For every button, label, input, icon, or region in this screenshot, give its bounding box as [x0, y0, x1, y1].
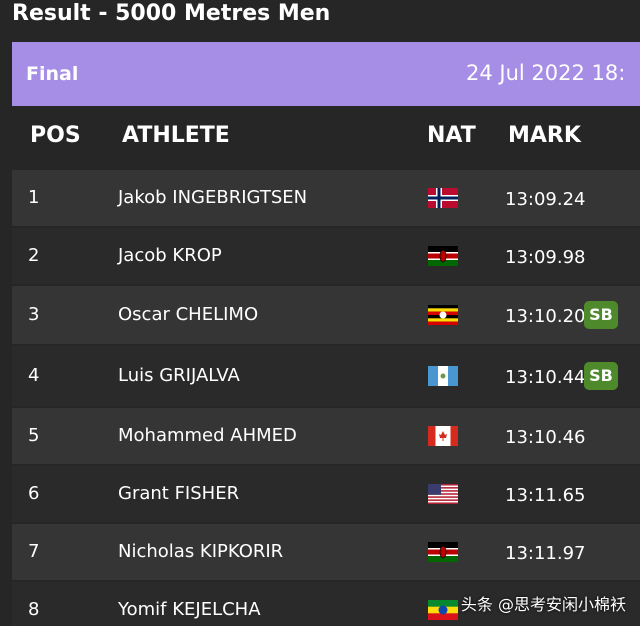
athlete-name: Jacob KROP: [118, 245, 222, 266]
position: 2: [28, 245, 40, 266]
athlete-name: Mohammed AHMED: [118, 425, 297, 446]
watermark: 头条 @思考安闲小棉袄: [460, 595, 626, 614]
athlete-name: Oscar CHELIMO: [118, 304, 259, 325]
position: 4: [28, 365, 40, 386]
round-status: Final: [26, 63, 79, 85]
flag-image: [428, 426, 458, 446]
mark: 13:10.46: [505, 427, 586, 448]
athlete-name: Grant FISHER: [118, 483, 240, 504]
position: 1: [28, 187, 40, 208]
flag-image: [428, 188, 458, 208]
position: 3: [28, 304, 40, 325]
column-header: ATHLETE: [122, 123, 230, 148]
athlete-name: Yomif KEJELCHA: [118, 599, 261, 620]
nation-flag: [428, 246, 458, 266]
nation-flag: [428, 426, 458, 446]
athlete-name: Jakob INGEBRIGTSEN: [118, 187, 308, 208]
position: 5: [28, 425, 40, 446]
flag-image: [428, 484, 458, 504]
nation-flag: [428, 542, 458, 562]
mark: 13:09.24: [505, 189, 586, 210]
result-row: 7 Nicholas KIPKORIR 13:11.97: [12, 524, 640, 580]
result-row: 3 Oscar CHELIMO 13:10.20 SB: [12, 286, 640, 344]
mark: 13:11.97: [505, 543, 586, 564]
flag-image: [428, 600, 458, 620]
athlete-name: Nicholas KIPKORIR: [118, 541, 284, 562]
nation-flag: [428, 188, 458, 208]
position: 8: [28, 599, 40, 620]
page-title: Result - 5000 Metres Men: [12, 1, 331, 26]
flag-image: [428, 366, 458, 386]
flag-image: [428, 246, 458, 266]
position: 6: [28, 483, 40, 504]
mark: 13:10.20: [505, 306, 586, 327]
result-row: 8 Yomif KEJELCHA: [12, 582, 640, 626]
result-row: 4 Luis GRIJALVA 13:10.44 SB: [12, 346, 640, 406]
nation-flag: [428, 484, 458, 504]
season-best-badge: SB: [584, 362, 618, 390]
round-date: 24 Jul 2022 18:: [466, 61, 626, 85]
season-best-badge: SB: [584, 301, 618, 329]
mark: 13:09.98: [505, 247, 586, 268]
mark: 13:10.44: [505, 367, 586, 388]
result-row: 6 Grant FISHER 13:11.65: [12, 466, 640, 522]
column-header: POS: [30, 123, 81, 148]
position: 7: [28, 541, 40, 562]
nation-flag: [428, 305, 458, 325]
flag-image: [428, 542, 458, 562]
column-header: NAT: [427, 123, 476, 148]
nation-flag: [428, 600, 458, 620]
round-bar: [12, 42, 640, 106]
athlete-name: Luis GRIJALVA: [118, 365, 240, 386]
result-row: 2 Jacob KROP 13:09.98: [12, 228, 640, 284]
result-row: 5 Mohammed AHMED 13:10.46: [12, 408, 640, 464]
nation-flag: [428, 366, 458, 386]
result-row: 1 Jakob INGEBRIGTSEN 13:09.24: [12, 170, 640, 226]
column-header: MARK: [508, 123, 581, 148]
mark: 13:11.65: [505, 485, 586, 506]
flag-image: [428, 305, 458, 325]
